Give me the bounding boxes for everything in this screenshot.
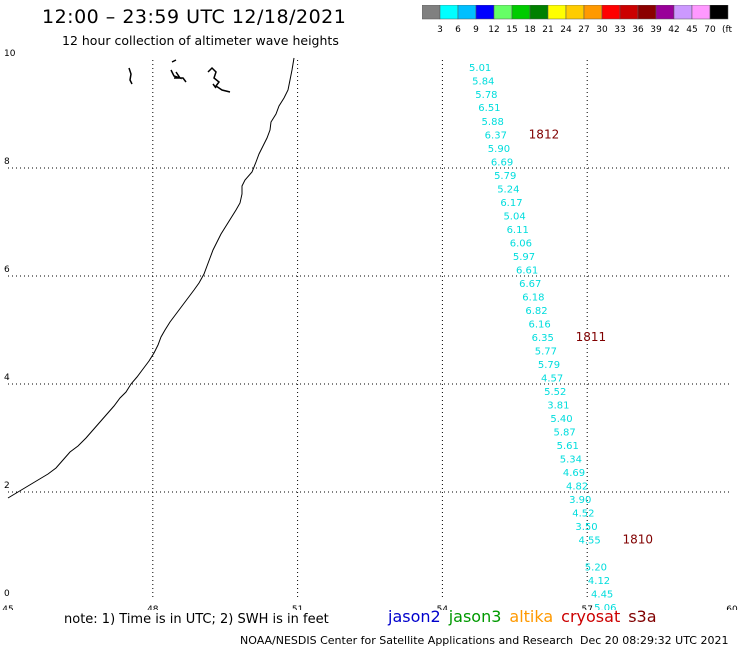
lon-tick-label: 60 bbox=[726, 605, 738, 610]
swh-value: 6.69 bbox=[491, 157, 513, 168]
lat-tick-label: 10 bbox=[4, 49, 16, 59]
generation-timestamp: Dec 20 08:29:32 UTC 2021 bbox=[580, 634, 729, 647]
swh-value: 4.82 bbox=[566, 481, 588, 492]
colorbar-swatch bbox=[709, 5, 729, 20]
colorbar-tick-label: 33 bbox=[614, 25, 625, 35]
map-subtitle: 12 hour collection of altimeter wave hei… bbox=[62, 33, 339, 48]
swh-value: 5.06 bbox=[594, 603, 616, 610]
swh-value: 4.57 bbox=[541, 373, 563, 384]
coastline-main bbox=[7, 57, 295, 499]
swh-value: 4.55 bbox=[579, 535, 601, 546]
colorbar-tick-label: 9 bbox=[473, 25, 479, 35]
swh-value: 5.78 bbox=[475, 90, 497, 101]
swh-value: 6.61 bbox=[516, 265, 538, 276]
colorbar-tick-label: 30 bbox=[596, 25, 608, 35]
lon-tick-label: 57 bbox=[581, 605, 592, 610]
island-outline bbox=[128, 59, 231, 93]
swh-value: 5.79 bbox=[494, 171, 516, 182]
pass-time: 1810 bbox=[623, 532, 654, 546]
legend-item: jason3 bbox=[448, 607, 502, 626]
swh-value: 5.84 bbox=[472, 76, 494, 87]
swh-value: 5.87 bbox=[554, 427, 576, 438]
colorbar-tick-label: 45 bbox=[686, 25, 697, 35]
lon-tick-label: 45 bbox=[2, 605, 13, 610]
swh-value: 4.45 bbox=[591, 589, 613, 600]
lat-tick-label: 4 bbox=[4, 373, 10, 383]
colorbar-tick-label: 24 bbox=[560, 25, 572, 35]
swh-value: 3.81 bbox=[547, 400, 569, 411]
legend-item: s3a bbox=[628, 607, 657, 626]
colorbar-unit-label: (ft) bbox=[722, 25, 732, 35]
swh-value: 5.34 bbox=[560, 454, 582, 465]
swh-value: 3.50 bbox=[575, 522, 597, 533]
lat-tick-label: 8 bbox=[4, 157, 10, 167]
swh-value: 5.97 bbox=[513, 252, 535, 263]
colorbar-tick-label: 70 bbox=[704, 25, 716, 35]
swh-value: 5.90 bbox=[488, 144, 510, 155]
swh-value: 5.20 bbox=[585, 562, 607, 573]
swh-value: 5.88 bbox=[482, 117, 504, 128]
lat-tick-label: 0 bbox=[4, 589, 10, 599]
swh-value: 6.35 bbox=[532, 333, 554, 344]
lat-tick-label: 2 bbox=[4, 481, 10, 491]
swh-value: 5.52 bbox=[544, 387, 566, 398]
colorbar-tick-label: 12 bbox=[488, 25, 499, 35]
units-note: note: 1) Time is in UTC; 2) SWH is in fe… bbox=[64, 612, 329, 627]
swh-value: 3.90 bbox=[569, 495, 591, 506]
lon-tick-label: 48 bbox=[147, 605, 159, 610]
legend-item: cryosat bbox=[561, 607, 621, 626]
swh-value: 5.24 bbox=[497, 184, 519, 195]
pass-time-labels: 1812181118101809 bbox=[529, 127, 654, 546]
swh-value: 4.12 bbox=[588, 576, 610, 587]
swh-value: 6.18 bbox=[522, 292, 544, 303]
swh-value: 6.67 bbox=[519, 279, 541, 290]
map-title: 12:00 – 23:59 UTC 12/18/2021 bbox=[42, 6, 347, 28]
swh-value: 5.01 bbox=[469, 63, 491, 74]
pass-time: 1812 bbox=[529, 127, 560, 141]
pass-time: 1811 bbox=[576, 330, 607, 344]
lon-tick-label: 51 bbox=[292, 605, 303, 610]
map-grid bbox=[8, 60, 732, 600]
swh-value: 6.37 bbox=[485, 130, 507, 141]
swh-value: 4.52 bbox=[572, 508, 594, 519]
altimeter-map: 45 48 51 54 57 60 0 2 4 6 8 10 5.01 5.84 5.78 6.51 5.88… bbox=[2, 49, 738, 610]
swh-value: 4.69 bbox=[563, 468, 585, 479]
lat-tick-label: 6 bbox=[4, 265, 10, 275]
legend-item: altika bbox=[509, 607, 554, 626]
axis-labels: 45 48 51 54 57 60 0 2 4 6 8 10 bbox=[2, 49, 738, 610]
colorbar-tick-label: 18 bbox=[524, 25, 536, 35]
swh-value: 5.77 bbox=[535, 346, 557, 357]
colorbar-tick-label: 21 bbox=[542, 25, 553, 35]
colorbar-tick-label: 3 bbox=[437, 25, 443, 35]
swh-value: 5.79 bbox=[538, 360, 560, 371]
colorbar-tick-label: 15 bbox=[506, 25, 517, 35]
swh-value: 6.17 bbox=[500, 198, 522, 209]
colorbar-tick-label: 27 bbox=[578, 25, 589, 35]
coastline bbox=[7, 57, 295, 499]
swh-value: 5.04 bbox=[503, 211, 525, 222]
swh-value: 5.61 bbox=[557, 441, 579, 452]
swh-track-labels: 5.01 5.84 5.78 6.51 5.88 6.37 5.90 6.69 5.79 5.24… bbox=[469, 63, 616, 610]
colorbar-tick-label: 6 bbox=[455, 25, 461, 35]
swh-value: 6.82 bbox=[525, 306, 547, 317]
satellite-legend: jason2 jason3 altika cryosat s3a bbox=[388, 607, 665, 626]
lon-tick-label: 54 bbox=[437, 605, 449, 610]
swh-value: 6.11 bbox=[507, 225, 529, 236]
colorbar-tick-label: 36 bbox=[632, 25, 644, 35]
swh-value: 5.40 bbox=[550, 414, 572, 425]
credit-line: NOAA/NESDIS Center for Satellite Applica… bbox=[240, 634, 574, 647]
swh-value: 6.51 bbox=[478, 103, 500, 114]
legend-item: jason2 bbox=[388, 607, 441, 626]
colorbar-tick-label: 42 bbox=[668, 25, 679, 35]
swh-value: 6.16 bbox=[528, 319, 550, 330]
colorbar-tick-label: 39 bbox=[650, 25, 662, 35]
swh-value: 6.06 bbox=[510, 238, 532, 249]
